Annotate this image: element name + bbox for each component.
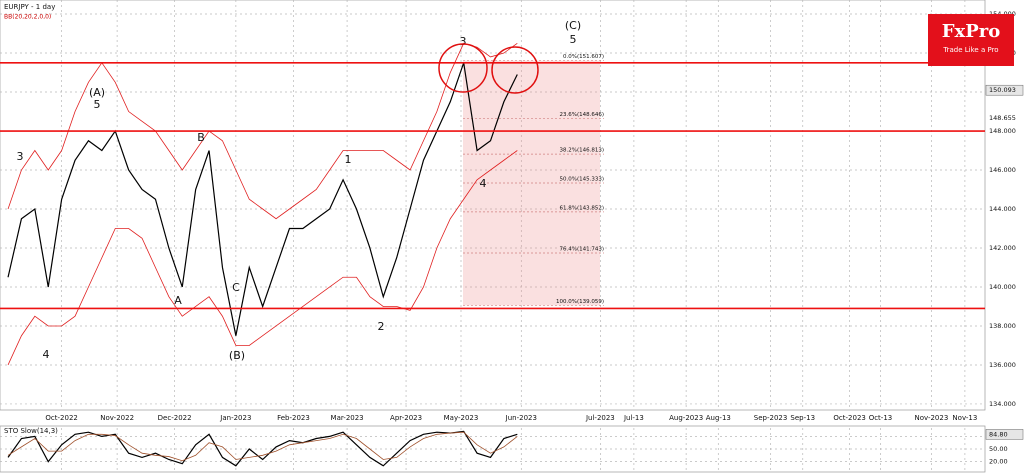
highlight-circle [491, 46, 539, 94]
x-tick-label: Mar-2023 [331, 414, 364, 422]
x-tick-label: Dec-2022 [158, 414, 192, 422]
y-tick-label: 134.000 [989, 400, 1016, 408]
highlight-circle [438, 43, 488, 93]
indicator-line [7, 42, 518, 220]
price-marker-box [986, 113, 1023, 124]
x-tick-label: Nov-13 [952, 414, 977, 422]
x-tick-label: Jun-2023 [505, 414, 537, 422]
wave-label: (C) [565, 19, 581, 32]
price-line [7, 62, 518, 336]
price-marker-label: 148.655 [989, 114, 1016, 122]
wave-label: 5 [94, 98, 101, 111]
wave-label: (B) [229, 349, 245, 362]
y-tick-label: 142.000 [989, 244, 1016, 252]
x-tick-label: Nov-2022 [100, 414, 134, 422]
x-tick-label: Jul-13 [623, 414, 644, 422]
x-tick-label: Aug-13 [706, 414, 731, 422]
wave-label: 3 [460, 35, 467, 48]
x-tick-label: May-2023 [444, 414, 479, 422]
y-tick-label: 50.00 [989, 445, 1008, 453]
wave-label: A [174, 294, 182, 307]
x-tick-label: Apr-2023 [390, 414, 422, 422]
fib-label: 61.8%(143.852) [559, 205, 604, 211]
x-tick-label: Feb-2023 [277, 414, 310, 422]
main-frame [0, 0, 986, 411]
y-tick-label: 146.000 [989, 166, 1016, 174]
fib-label: 23.6%(148.646) [559, 112, 604, 118]
logo-tagline: Trade Like a Pro [942, 46, 998, 54]
price-marker-label: 150.093 [989, 86, 1016, 94]
wave-label: C [232, 281, 240, 294]
wave-label: 3 [17, 150, 24, 163]
x-tick-label: Oct-2023 [833, 414, 865, 422]
fib-label: 76.4%(141.743) [559, 246, 604, 252]
fib-label: 50.0%(145.333) [559, 177, 604, 183]
panel-title: STO Slow(14,3) [4, 427, 58, 435]
indicator-line [7, 150, 518, 366]
x-tick-label: Oct-2022 [45, 414, 77, 422]
y-tick-label: 136.000 [989, 361, 1016, 369]
wave-label: (A) [89, 86, 105, 99]
fib-label: 100.0%(139.059) [556, 299, 604, 305]
x-tick-label: Aug-2023 [669, 414, 703, 422]
y-tick-label: 148.000 [989, 127, 1016, 135]
wave-label: 2 [378, 320, 385, 333]
wave-label: B [197, 131, 205, 144]
x-tick-label: Jan-2023 [219, 414, 251, 422]
y-tick-label: 20.00 [989, 458, 1008, 466]
y-tick-label: 138.000 [989, 322, 1016, 330]
indicator-label: BB(20,20,2,0,0) [4, 14, 51, 21]
x-tick-label: Jul-2023 [585, 414, 615, 422]
wave-label: 5 [570, 33, 577, 46]
wave-label: 1 [345, 153, 352, 166]
price-marker-box [985, 429, 1024, 440]
x-tick-label: Oct-13 [869, 414, 893, 422]
wave-label: 4 [480, 177, 487, 190]
price-line [7, 430, 518, 467]
indicator-line [7, 431, 518, 462]
y-tick-label: 140.000 [989, 283, 1016, 291]
logo-name: FxPro [942, 21, 1001, 42]
logo-box [928, 14, 1014, 66]
price-marker-box [985, 84, 1024, 96]
x-tick-label: Nov-2023 [914, 414, 948, 422]
symbol-label: EURJPY - 1 day [4, 3, 55, 11]
y-tick-label: 144.000 [989, 205, 1016, 213]
fib-label: 0.0%(151.607) [563, 54, 604, 60]
wave-label: 4 [43, 348, 50, 361]
price-marker-label: 84.80 [989, 430, 1008, 438]
fib-label: 38.2%(146.813) [559, 148, 604, 154]
x-tick-label: Sep-2023 [754, 414, 788, 422]
x-tick-label: Sep-13 [790, 414, 815, 422]
stoch-frame [0, 425, 986, 473]
